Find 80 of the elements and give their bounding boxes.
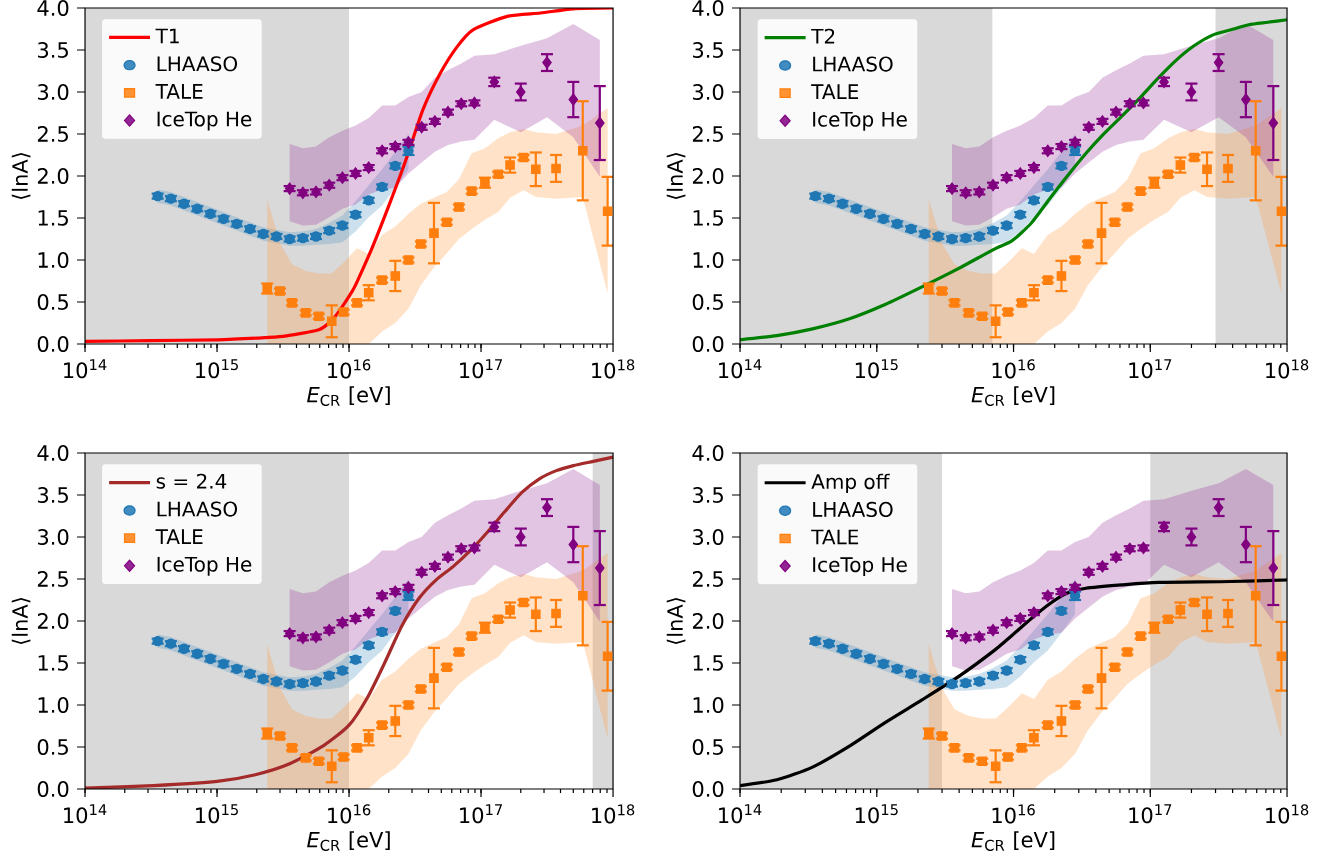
legend-label: TALE (155, 84, 203, 99)
y-tick-label: 3.0 (37, 84, 69, 100)
x-tick-label: 10$^{16}$ (328, 804, 371, 824)
y-tick-label: 1.5 (38, 655, 68, 671)
legend-label: TALE (811, 529, 859, 545)
y-tick-label: 3.5 (692, 42, 723, 58)
x-tick-label: 10$^{16}$ (328, 359, 371, 379)
x-tick-label: 10$^{15}$ (196, 359, 238, 379)
x-tick-label: 10$^{14}$ (719, 359, 762, 379)
y-tick-label: 1.5 (693, 210, 723, 226)
y-tick-label: 1.0 (693, 252, 724, 268)
y-tick-label: 4.0 (692, 0, 724, 16)
y-tick-label: 2.0 (37, 168, 69, 184)
y-tick-label: 2.5 (37, 126, 68, 142)
y-axis-title: ⟨lnA⟩ (666, 152, 686, 200)
legend-label: IceTop He (813, 111, 907, 131)
legend-label: LHAASO (813, 56, 893, 72)
y-tick-label: 3.0 (692, 529, 724, 545)
x-tick-label: 10$^{16}$ (992, 804, 1035, 824)
legend-label: IceTop He (813, 557, 907, 577)
x-axis-title: E$_{CR}$ [eV] (971, 831, 1055, 851)
y-tick-label: 0.0 (692, 336, 724, 352)
legend-label: TALE (155, 529, 203, 544)
y-tick-label: 2.5 (37, 571, 68, 587)
y-tick-label: 3.0 (37, 529, 69, 545)
y-tick-label: 0.5 (37, 739, 68, 755)
y-tick-label: 0.0 (37, 781, 69, 797)
x-tick-label: 10$^{18}$ (1266, 804, 1309, 824)
y-tick-label: 0.5 (37, 294, 68, 310)
x-tick-label: 10$^{15}$ (196, 804, 238, 824)
x-axis-title: E$_{CR}$ [eV] (307, 831, 390, 851)
y-tick-label: 3.5 (37, 42, 68, 58)
legend-label: s = 2.4 (156, 473, 227, 489)
y-tick-label: 0.5 (692, 294, 723, 310)
y-tick-label: 1.0 (693, 697, 724, 713)
legend-label: IceTop He (157, 111, 252, 131)
x-tick-label: 10$^{17}$ (460, 359, 502, 379)
y-tick-label: 2.0 (37, 613, 69, 629)
legend-label: LHAASO (157, 501, 238, 517)
x-axis-title: E$_{CR}$ [eV] (307, 386, 390, 406)
x-tick-label: 10$^{18}$ (1266, 359, 1309, 379)
y-tick-label: 1.5 (38, 210, 68, 226)
y-tick-label: 4.0 (692, 445, 724, 461)
y-tick-label: 1.0 (38, 252, 69, 268)
x-tick-label: 10$^{14}$ (64, 359, 107, 379)
y-tick-label: 0.0 (37, 336, 69, 352)
x-tick-label: 10$^{18}$ (592, 359, 635, 379)
y-tick-label: 3.5 (692, 487, 723, 503)
x-tick-label: 10$^{17}$ (1129, 804, 1172, 824)
x-tick-label: 10$^{15}$ (855, 359, 898, 379)
x-tick-label: 10$^{17}$ (1129, 359, 1172, 379)
y-tick-label: 4.0 (37, 0, 69, 16)
legend-label: LHAASO (813, 501, 893, 517)
y-axis-title: ⟨lnA⟩ (11, 152, 31, 200)
legend-label: T2 (811, 28, 835, 44)
legend-label: IceTop He (157, 556, 252, 576)
x-tick-label: 10$^{17}$ (460, 804, 502, 824)
y-tick-label: 3.5 (37, 487, 68, 503)
y-tick-label: 4.0 (37, 445, 69, 461)
y-tick-label: 2.5 (692, 571, 723, 587)
x-tick-label: 10$^{16}$ (992, 359, 1035, 379)
x-tick-label: 10$^{15}$ (855, 804, 898, 824)
legend-label: TALE (811, 84, 859, 99)
x-tick-label: 10$^{14}$ (64, 804, 107, 824)
y-tick-label: 1.5 (693, 655, 723, 671)
y-axis-title: ⟨lnA⟩ (11, 597, 31, 645)
y-tick-label: 1.0 (38, 697, 69, 713)
y-tick-label: 3.0 (692, 84, 724, 100)
legend-label: Amp off (811, 473, 890, 494)
x-axis-title: E$_{CR}$ [eV] (971, 386, 1055, 406)
y-axis-title: ⟨lnA⟩ (666, 597, 686, 645)
y-tick-label: 2.5 (692, 126, 723, 142)
x-tick-label: 10$^{18}$ (592, 804, 635, 824)
y-tick-label: 0.5 (692, 739, 723, 755)
y-tick-label: 2.0 (692, 613, 724, 629)
x-tick-label: 10$^{14}$ (719, 804, 762, 824)
legend-label: LHAASO (157, 56, 238, 72)
y-tick-label: 0.0 (692, 781, 724, 797)
legend-label: T1 (155, 28, 179, 44)
y-tick-label: 2.0 (692, 168, 724, 184)
